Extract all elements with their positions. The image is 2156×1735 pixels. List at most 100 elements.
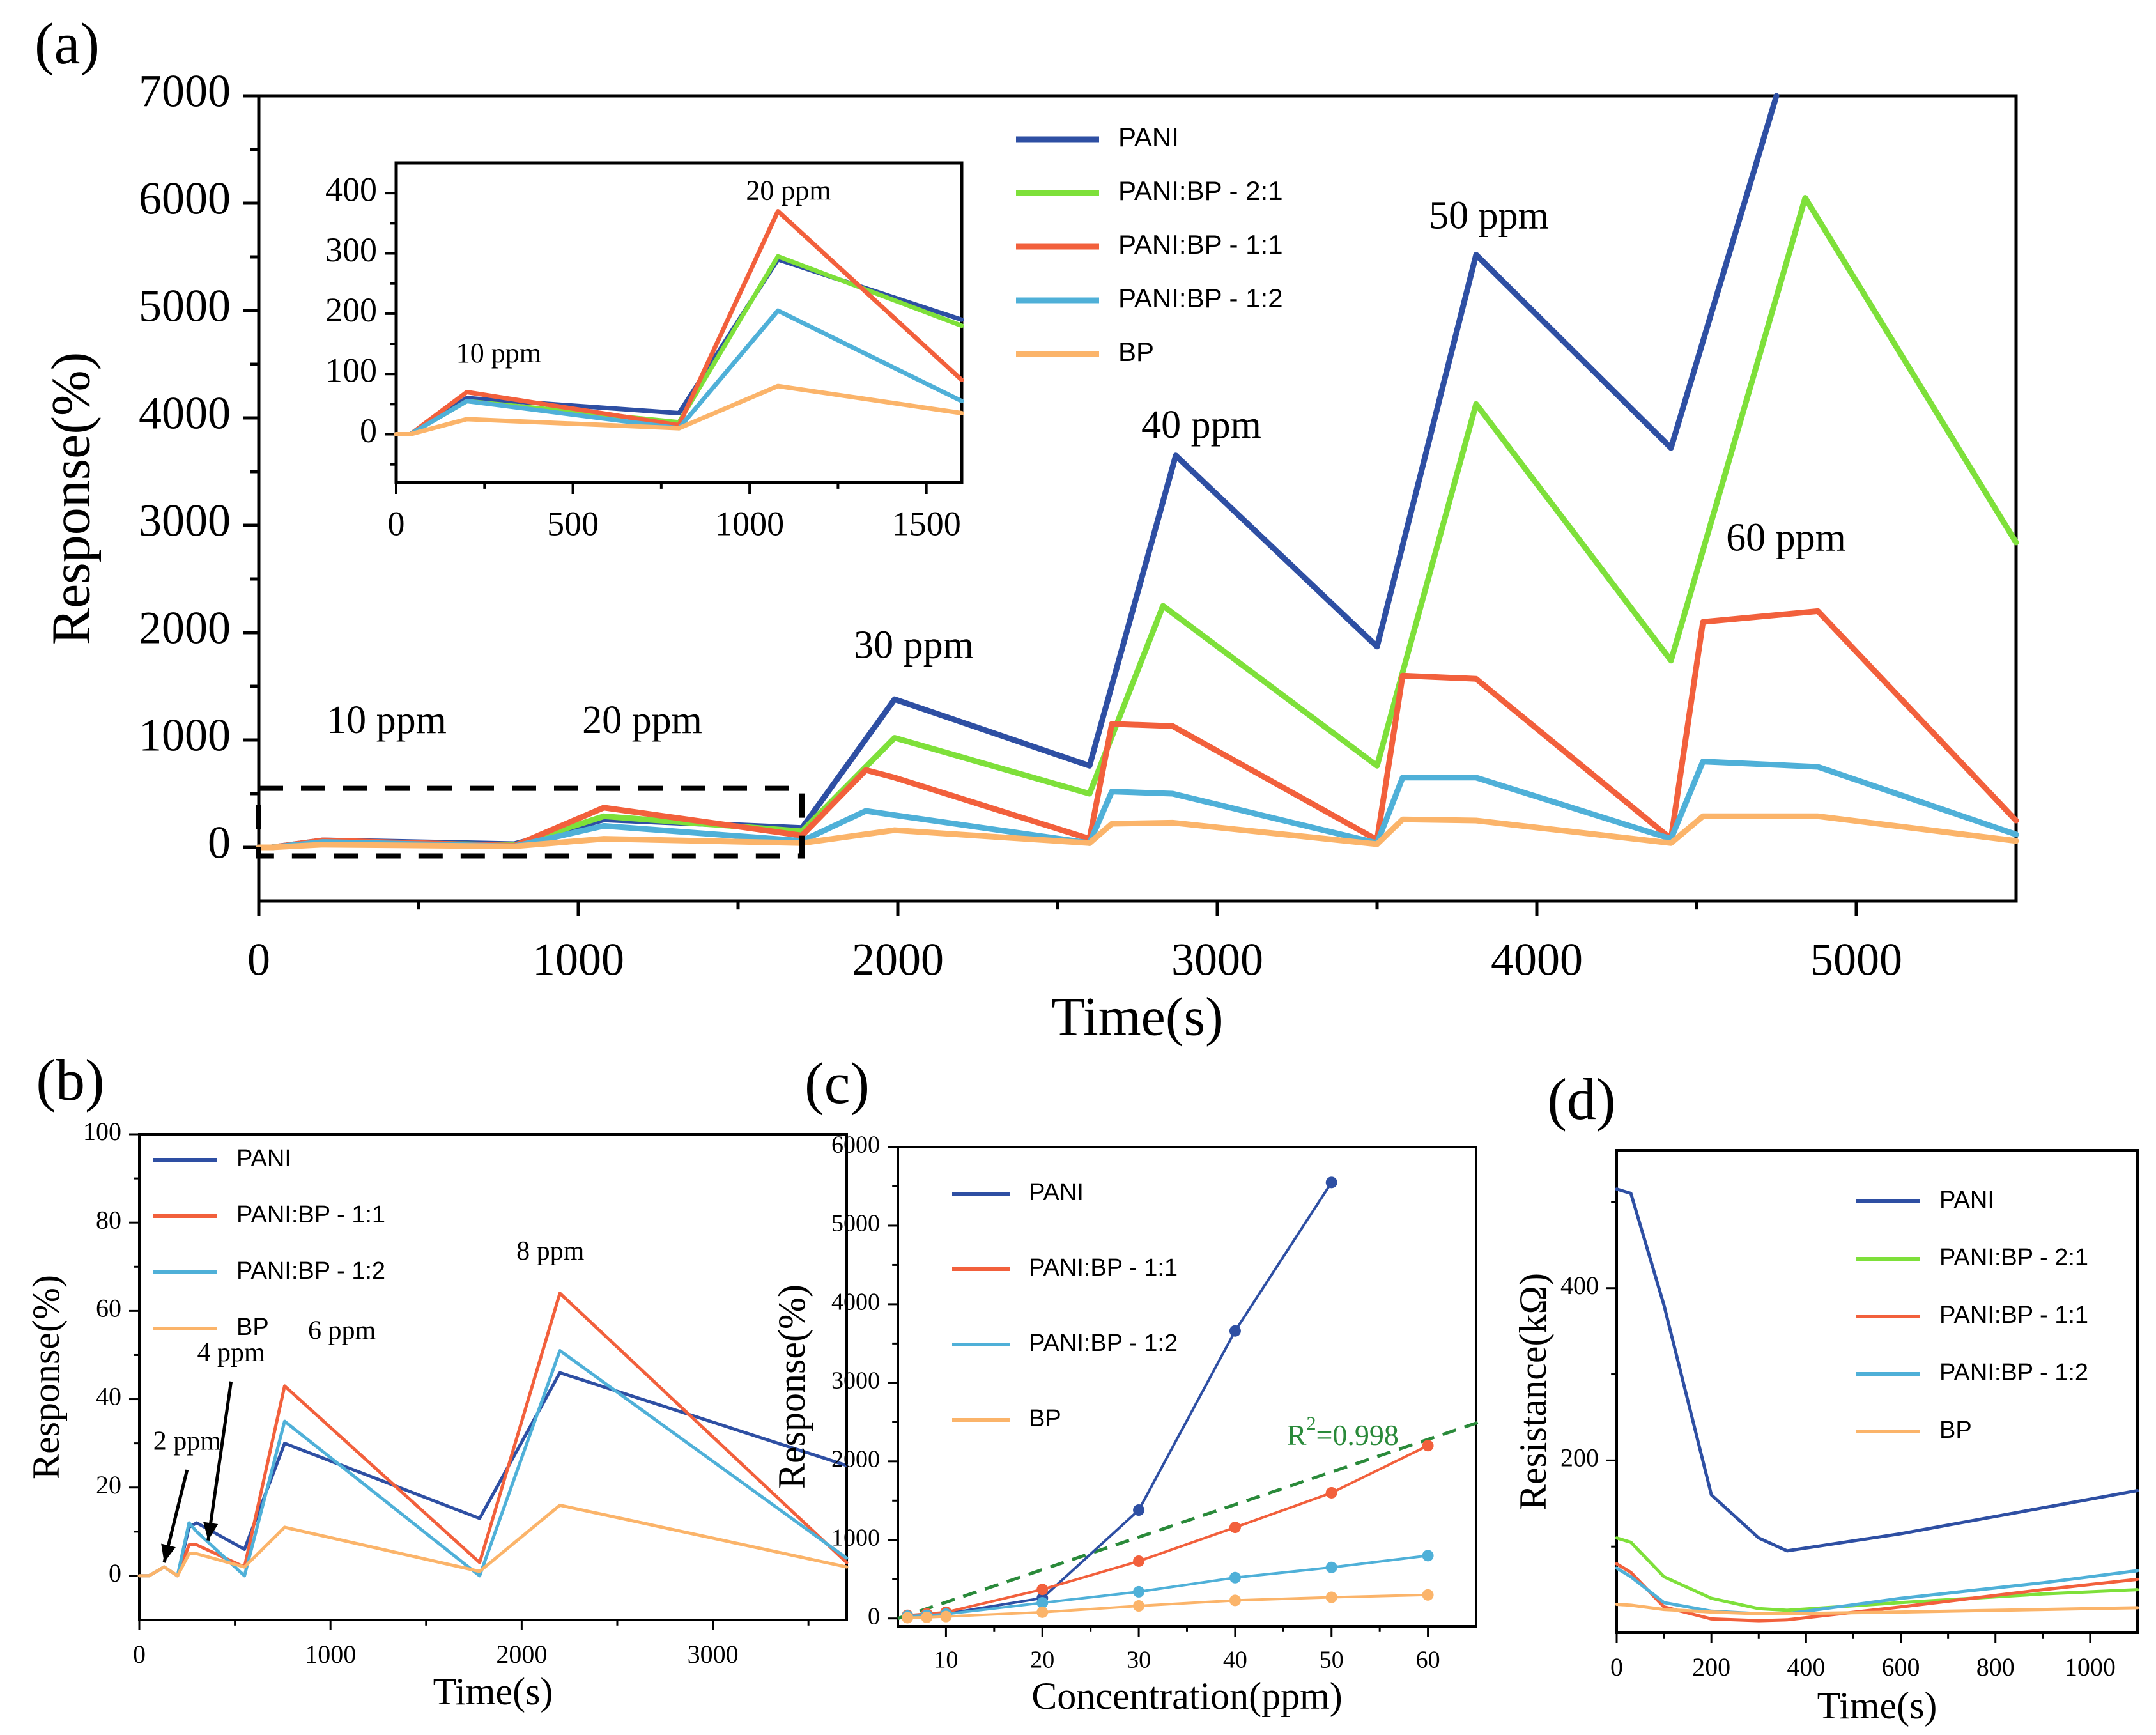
data-point <box>1229 1571 1241 1584</box>
plot-frame <box>1615 1149 2139 1634</box>
concentration-annotation: 20 ppm <box>582 698 702 742</box>
panel-c: (c) 10 20 30 40 50 60 0 1000 2000 3000 4000 5000 6000… <box>771 1051 1480 1717</box>
x-axis-title: Time(s) <box>1051 986 1223 1047</box>
data-point <box>1422 1440 1434 1452</box>
y-tick-label: 0 <box>208 817 231 868</box>
r-squared-symbol: R <box>1287 1418 1307 1451</box>
y-tick-label: 400 <box>1560 1271 1599 1300</box>
concentration-annotation: 8 ppm <box>516 1237 585 1266</box>
y-tick-label: 3000 <box>831 1368 880 1394</box>
x-tick-label: 3000 <box>1171 934 1263 985</box>
legend-label: PANI <box>1939 1187 1994 1214</box>
concentration-annotation: 4 ppm <box>197 1338 266 1368</box>
data-point <box>1325 1561 1337 1573</box>
concentration-annotation: 40 ppm <box>1141 403 1261 447</box>
panel-a-inset: 0 500 1000 1500 0 100 200 300 400 10 ppm 20 ppm <box>325 161 964 543</box>
legend-label: PANI:BP - 1:2 <box>1939 1359 2088 1386</box>
y-tick-label: 1000 <box>139 710 231 761</box>
panel-b: (b) 0 1000 2000 3000 0 20 40 60 80 100 Time(s) Respo… <box>25 1047 849 1713</box>
y-tick-label: 80 <box>96 1205 121 1234</box>
x-tick-label: 50 <box>1320 1647 1344 1674</box>
x-tick-label: 3000 <box>688 1640 739 1669</box>
data-point <box>1133 1504 1145 1516</box>
y-tick-label: 5000 <box>831 1210 880 1237</box>
data-point <box>1133 1585 1145 1598</box>
panel-d: (d) 0 200 400 600 800 1000 200 400 Time(s) Resista… <box>1512 1067 2139 1727</box>
plot-frame <box>394 161 964 484</box>
y-tick-label: 2000 <box>139 603 231 654</box>
data-point <box>1422 1589 1434 1601</box>
y-axis-title: Resistance(kΩ) <box>1512 1273 1554 1510</box>
annotation-arrow <box>206 1381 233 1541</box>
y-tick-label: 6000 <box>831 1132 880 1159</box>
x-axis-title: Time(s) <box>1817 1685 1937 1727</box>
concentration-annotation: 50 ppm <box>1429 194 1549 237</box>
legend-label: PANI:BP - 2:1 <box>1939 1244 2088 1271</box>
y-axis-title: Response(%) <box>40 352 102 645</box>
y-tick-label: 0 <box>868 1603 880 1630</box>
panel-label: (b) <box>36 1047 104 1113</box>
x-tick-label: 0 <box>388 504 405 543</box>
y-axis-title: Response(%) <box>771 1284 813 1489</box>
data-point <box>1422 1550 1434 1562</box>
x-tick-label: 20 <box>1030 1647 1054 1674</box>
plot-frame <box>138 1133 848 1621</box>
data-point <box>1325 1486 1337 1499</box>
plot-frame <box>897 1146 1477 1628</box>
y-tick-label: 0 <box>109 1559 121 1587</box>
legend-label: BP <box>1029 1405 1061 1432</box>
data-point <box>1036 1584 1049 1596</box>
data-point <box>1133 1555 1145 1567</box>
legend-label: PANI:BP - 1:2 <box>1118 283 1283 313</box>
y-tick-label: 2000 <box>831 1446 880 1473</box>
legend-label: BP <box>236 1314 269 1341</box>
legend-label: PANI <box>1029 1179 1084 1206</box>
x-tick-label: 500 <box>547 504 599 543</box>
concentration-annotation: 10 ppm <box>327 698 447 742</box>
legend-label: PANI <box>236 1145 291 1172</box>
data-point <box>1229 1522 1241 1534</box>
x-tick-label: 60 <box>1416 1647 1440 1674</box>
data-point <box>1133 1600 1145 1612</box>
x-tick-label: 0 <box>247 934 270 985</box>
series-line-bp <box>137 1503 849 1578</box>
series-line-pani <box>1615 1187 2139 1553</box>
panel-label: (a) <box>35 11 100 76</box>
legend-label: BP <box>1939 1417 1972 1444</box>
y-tick-label: 40 <box>96 1382 121 1411</box>
series-line-bp <box>256 813 2019 851</box>
data-point <box>1036 1606 1049 1618</box>
y-tick-label: 6000 <box>139 173 231 224</box>
y-tick-label: 20 <box>96 1470 121 1499</box>
x-axis-title: Time(s) <box>433 1670 553 1713</box>
x-tick-label: 40 <box>1223 1647 1247 1674</box>
y-tick-label: 0 <box>360 412 377 450</box>
x-tick-label: 1500 <box>892 504 961 543</box>
data-point <box>1229 1594 1241 1607</box>
series-line-bp <box>1615 1603 2139 1615</box>
arrowhead <box>161 1543 176 1563</box>
y-tick-label: 5000 <box>139 281 231 332</box>
x-tick-label: 0 <box>1610 1653 1623 1681</box>
concentration-annotation: 60 ppm <box>1726 516 1846 559</box>
legend-label: PANI:BP - 1:1 <box>1939 1302 2088 1329</box>
y-tick-label: 100 <box>325 351 377 390</box>
x-tick-label: 400 <box>1787 1653 1825 1681</box>
legend-label: PANI:BP - 2:1 <box>1118 176 1283 206</box>
x-tick-label: 800 <box>1976 1653 2015 1681</box>
series-line-pani-bp-1-1 <box>256 608 2019 851</box>
x-tick-label: 600 <box>1882 1653 1920 1681</box>
y-tick-label: 1000 <box>831 1524 880 1551</box>
series-line-pani-bp-2-1 <box>1615 1536 2139 1612</box>
data-point <box>1036 1597 1049 1609</box>
x-tick-label: 1000 <box>715 504 784 543</box>
y-tick-label: 200 <box>325 291 377 329</box>
series-line-pani-bp-1-2 <box>256 759 2019 851</box>
concentration-annotation: 30 ppm <box>854 623 974 667</box>
legend-label: PANI:BP - 1:1 <box>1029 1254 1178 1281</box>
y-tick-label: 4000 <box>831 1289 880 1316</box>
panel-a: (a)0 1000 2000 3000 4000 50000100020003000400… <box>35 11 2019 1047</box>
inset-concentration-annotation: 20 ppm <box>746 174 831 206</box>
y-tick-label: 400 <box>325 171 377 209</box>
